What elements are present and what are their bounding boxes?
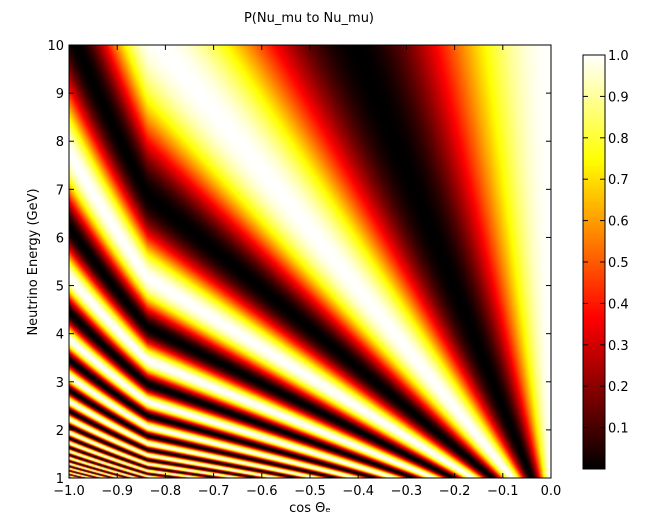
y-tick-label: 6 <box>56 231 64 246</box>
y-tick-label: 10 <box>47 39 64 54</box>
colorbar-tick-label: 0.5 <box>608 256 629 271</box>
y-tick-label: 9 <box>56 87 64 102</box>
x-tick-label: −0.1 <box>487 484 519 499</box>
x-tick-label: −0.7 <box>198 484 230 499</box>
y-tick-label: 3 <box>56 376 64 391</box>
chart-title: P(Nu_mu to Nu_mu) <box>244 11 374 26</box>
colorbar-tick-label: 0.6 <box>608 215 629 230</box>
y-tick-label: 8 <box>56 135 64 150</box>
x-tick-label: −0.6 <box>246 484 278 499</box>
x-tick-label: −0.2 <box>439 484 471 499</box>
colorbar-tick-label: 0.3 <box>608 339 629 354</box>
x-tick-label: −0.4 <box>342 484 374 499</box>
y-tick-label: 4 <box>56 328 64 343</box>
x-axis-label: cos Θₑ <box>289 501 331 515</box>
x-tick-label: −0.9 <box>101 484 133 499</box>
colorbar: 0.1 0.2 0.3 0.4 0.5 0.6 0.7 0.8 0.9 1.0 <box>582 49 629 470</box>
colorbar-ticks: 0.1 0.2 0.3 0.4 0.5 0.6 0.7 0.8 0.9 1.0 <box>583 49 629 437</box>
y-axis-label: Neutrino Energy (GeV) <box>26 188 41 335</box>
colorbar-tick-label: 0.2 <box>608 380 629 395</box>
plot-area <box>68 44 552 479</box>
y-tick-label: 7 <box>56 183 64 198</box>
colorbar-tick-label: 1.0 <box>608 49 629 64</box>
x-axis-ticks: −1.0 −0.9 −0.8 −0.7 −0.6 −0.5 −0.4 −0.3 −0.2 −0.1… <box>53 45 561 499</box>
colorbar-tick-label: 0.9 <box>608 90 629 105</box>
x-tick-label: −0.3 <box>391 484 423 499</box>
x-tick-label: 0.0 <box>541 484 562 499</box>
colorbar-tick-label: 0.8 <box>608 132 629 147</box>
heatmap-image <box>69 45 551 478</box>
colorbar-tick-label: 0.4 <box>608 297 629 312</box>
x-tick-label: −0.5 <box>294 484 326 499</box>
y-axis-ticks: 1 2 3 4 5 6 7 8 9 10 <box>47 39 551 487</box>
colorbar-tick-label: 0.7 <box>608 173 629 188</box>
colorbar-gradient <box>583 55 605 469</box>
x-tick-label: −1.0 <box>53 484 85 499</box>
y-tick-label: 5 <box>56 280 64 295</box>
y-tick-label: 1 <box>56 472 64 487</box>
colorbar-tick-label: 0.1 <box>608 422 629 437</box>
y-tick-label: 2 <box>56 424 64 439</box>
x-tick-label: −0.8 <box>150 484 182 499</box>
